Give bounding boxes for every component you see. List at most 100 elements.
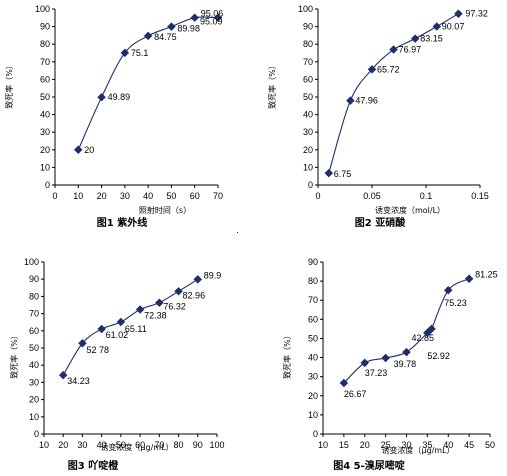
c2-chart-title: 图2 亚硝酸 — [355, 216, 406, 229]
c3-data-point — [193, 275, 203, 284]
c1-data-label: 95.09 — [200, 17, 223, 27]
c4-chart-title: 图4 5-溴尿嘧啶 — [333, 459, 405, 472]
c3-data-label: 65.11 — [125, 324, 147, 334]
c3-data-label: 76.32 — [163, 302, 186, 312]
c4-x-tick-label: 35 — [422, 440, 432, 450]
c2-data-label: 65.72 — [377, 64, 400, 74]
c3-data-point — [135, 305, 145, 314]
c3-data-label: 89.9 — [204, 270, 222, 280]
c2-data-label: 83.15 — [420, 34, 443, 44]
c1-y-axis-title: 致死率（%） — [4, 61, 14, 109]
c1-y-tick-label: 70 — [40, 57, 50, 67]
c1-data-point — [74, 145, 83, 155]
c4-x-tick-label: 50 — [485, 440, 495, 450]
c4-x-tick-label: 30 — [401, 440, 411, 450]
c4-x-axis-title: 诱变浓度（μg/mL） — [381, 445, 454, 455]
c4-y-tick-label: 0 — [313, 429, 318, 439]
c4-data-label: 75.23 — [444, 298, 467, 308]
c3-chart-title: 图3 吖啶橙 — [68, 459, 119, 472]
c4-data-point — [381, 353, 390, 363]
c3-y-tick-label: 30 — [29, 377, 39, 387]
c4-y-axis-title: 致死率（%） — [282, 331, 292, 379]
c1-x-tick-label: 30 — [120, 191, 130, 201]
c1-data-label: 49.89 — [108, 92, 131, 102]
c3-y-tick-label: 80 — [29, 291, 39, 301]
c1-data-label: 84.75 — [154, 32, 177, 42]
c3-y-tick-label: 40 — [29, 360, 39, 370]
c3-x-tick-label: 10 — [39, 440, 49, 450]
c4-y-tick-label: 70 — [308, 295, 318, 305]
c2-data-label: 97.32 — [465, 9, 488, 19]
c2-y-tick-label: 50 — [303, 92, 313, 102]
c3-data-label: 82.96 — [183, 290, 206, 300]
c3-y-tick-label: 0 — [34, 429, 39, 439]
c3-x-tick-label: 70 — [154, 440, 164, 450]
c3-x-axis-title: 诱变浓度（μg/mL） — [100, 442, 173, 452]
c3-y-tick-label: 60 — [29, 326, 39, 336]
c4-data-label: 52.92 — [427, 351, 450, 361]
stray-mark: · — [236, 227, 239, 237]
c2-data-label: 76.97 — [399, 45, 422, 55]
c1-y-tick-label: 80 — [40, 39, 50, 49]
c1-data-label: 20 — [84, 145, 94, 155]
c2-x-tick-label: 0.1 — [420, 191, 433, 201]
c2-data-label: 6.75 — [334, 169, 352, 179]
c1-x-tick-label: 60 — [190, 191, 200, 201]
c3-data-label: 34.23 — [67, 376, 90, 386]
c3-data-label: 52 78 — [86, 345, 109, 355]
c4-x-tick-label: 25 — [381, 440, 391, 450]
c3-x-tick-label: 40 — [97, 440, 107, 450]
c4-x-tick-label: 20 — [360, 440, 370, 450]
c1-x-tick-label: 0 — [52, 191, 57, 201]
c2-data-point — [389, 45, 398, 54]
c4-x-tick-label: 45 — [464, 440, 474, 450]
chart-nitrous-acid: 0 10 20 30 40 50 60 70 80 90 100 0 0.05 0.1 0.15 6.75 47… — [267, 4, 489, 229]
c2-x-axis-title: 诱变浓度（mol/L） — [375, 205, 445, 215]
c1-x-tick-label: 70 — [213, 191, 223, 201]
c4-data-point — [444, 285, 453, 295]
c3-x-tick-label: 80 — [174, 440, 184, 450]
c3-data-point — [97, 324, 106, 334]
c1-x-tick-label: 50 — [166, 191, 176, 201]
c3-y-tick-label: 20 — [29, 395, 39, 405]
c1-data-point — [120, 48, 130, 58]
c3-x-tick-label: 100 — [209, 440, 224, 450]
c2-y-tick-label: 80 — [303, 39, 313, 49]
c3-x-tick-label: 30 — [77, 440, 87, 450]
c1-y-tick-label: 90 — [40, 22, 50, 32]
c1-y-tick-label: 60 — [40, 74, 50, 84]
c4-x-tick-label: 15 — [339, 440, 349, 450]
c3-x-tick-label: 50 — [116, 440, 126, 450]
c1-data-label: 89.98 — [177, 24, 200, 34]
c3-x-tick-label: 60 — [135, 440, 145, 450]
c4-y-tick-label: 20 — [308, 391, 318, 401]
c2-data-point — [432, 22, 442, 31]
c3-x-tick-label: 90 — [193, 440, 203, 450]
c2-y-tick-label: 0 — [308, 180, 313, 190]
c4-y-tick-label: 80 — [308, 276, 318, 286]
c4-data-point — [339, 378, 349, 388]
c3-y-tick-label: 50 — [29, 343, 39, 353]
c3-data-point — [155, 298, 164, 307]
c2-x-tick-label: 0.05 — [363, 191, 381, 201]
c2-y-tick-label: 40 — [303, 110, 313, 120]
c4-y-tick-label: 40 — [308, 353, 318, 363]
c1-y-tick-label: 100 — [35, 4, 50, 14]
c1-data-point — [97, 92, 106, 102]
c1-y-tick-label: 10 — [40, 162, 50, 172]
c1-data-point — [167, 22, 176, 31]
chart-uv: 0 10 20 30 40 50 60 70 80 90 100 0 10 20 30 40 50 60 70 20 4… — [4, 4, 223, 229]
c1-y-tick-label: 20 — [40, 145, 50, 155]
c1-y-tick-label: 50 — [40, 92, 50, 102]
c1-y-tick-label: 30 — [40, 127, 50, 137]
c3-data-point — [58, 370, 68, 380]
c2-data-point — [324, 168, 334, 178]
c2-data-point — [454, 9, 463, 18]
c1-x-tick-label: 10 — [73, 191, 83, 201]
c2-x-tick-label: 0.15 — [471, 191, 489, 201]
c3-x-tick-label: 20 — [58, 440, 68, 450]
c4-x-tick-label: 40 — [443, 440, 453, 450]
c3-y-tick-label: 70 — [29, 309, 39, 319]
